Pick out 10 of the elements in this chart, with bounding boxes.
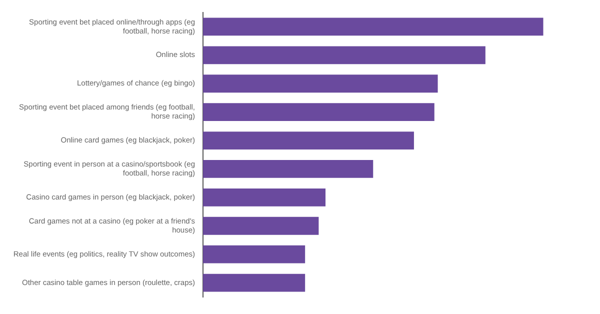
bar [203, 245, 306, 264]
bar [203, 274, 306, 292]
bar [203, 216, 319, 235]
bar [203, 74, 438, 93]
bar [203, 18, 544, 36]
bar [203, 46, 486, 64]
bar [203, 132, 414, 150]
bar [203, 103, 434, 122]
bar [203, 188, 326, 206]
bar [203, 160, 374, 178]
